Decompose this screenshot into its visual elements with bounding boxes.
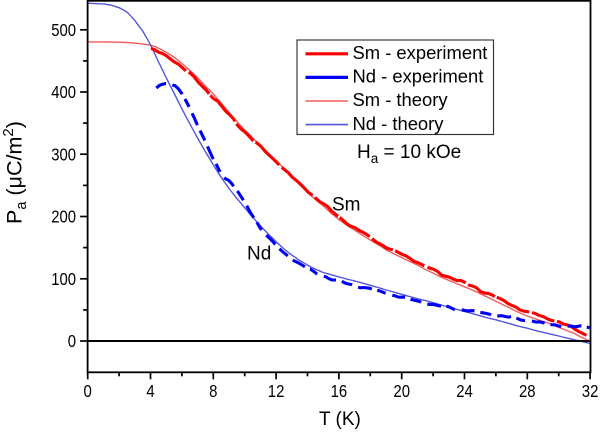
svg-text:20: 20 [393,381,410,401]
svg-text:4: 4 [146,381,155,401]
svg-text:0: 0 [84,381,93,401]
svg-text:100: 100 [51,269,76,289]
svg-text:Pa (μC/m2): Pa (μC/m2) [0,121,30,224]
svg-text:400: 400 [51,82,76,102]
svg-text:Sm - experiment: Sm - experiment [353,42,488,63]
svg-text:16: 16 [331,381,348,401]
svg-text:32: 32 [582,381,599,401]
svg-text:12: 12 [268,381,285,401]
svg-text:500: 500 [51,20,76,40]
svg-text:28: 28 [519,381,536,401]
svg-text:Ha = 10 kOe: Ha = 10 kOe [357,142,461,166]
svg-text:8: 8 [209,381,217,401]
svg-text:Nd: Nd [247,244,271,265]
svg-text:Sm - theory: Sm - theory [353,89,449,110]
svg-text:Nd - theory: Nd - theory [353,113,445,134]
svg-text:0: 0 [68,331,77,351]
svg-text:T (K): T (K) [319,409,361,430]
svg-text:200: 200 [51,207,76,227]
svg-text:Sm: Sm [332,194,361,215]
svg-text:24: 24 [456,381,473,401]
svg-text:300: 300 [51,144,76,164]
svg-text:Nd - experiment: Nd - experiment [353,66,484,87]
